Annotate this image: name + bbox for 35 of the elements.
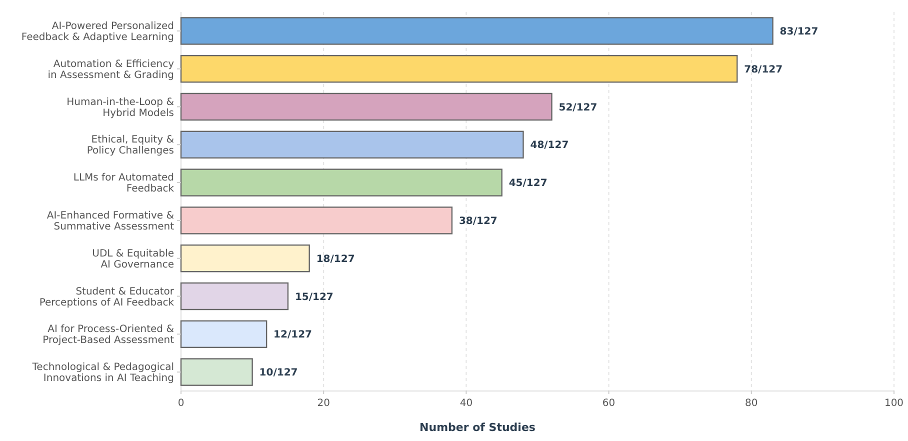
y-tick-label: Technological & Pedagogical Innovations in AI Teaching: [31, 362, 174, 384]
x-tick-label: 20: [317, 398, 330, 409]
data-label: 15/127: [294, 292, 334, 303]
data-label: 78/127: [744, 64, 783, 76]
bar: [180, 320, 268, 348]
y-tick-label: Student & Educator Perceptions of AI Feedback: [39, 286, 175, 308]
data-label: 10/127: [259, 368, 298, 379]
y-tick-label: AI-Enhanced Formative & Summative Assessment: [46, 210, 174, 232]
x-tick-label: 80: [745, 398, 758, 409]
bar: [180, 54, 738, 83]
x-tick-label: 100: [884, 398, 904, 409]
bar: [180, 244, 310, 272]
data-label: 48/127: [530, 140, 569, 152]
bar: [180, 130, 524, 159]
data-label: 12/127: [274, 330, 312, 341]
y-tick-label: Automation & Efficiency in Assessment & Grading: [48, 58, 174, 81]
data-label: 83/127: [780, 26, 818, 38]
y-tick-label: AI-Powered Personalized Feedback & Adaptive Learning: [21, 20, 174, 43]
bar: [180, 168, 502, 196]
bar: [180, 92, 552, 121]
x-tick-label: 60: [602, 398, 616, 409]
y-tick-label: Human-in-the-Loop & Hybrid Models: [66, 96, 174, 119]
y-tick-label: Ethical, Equity & Policy Challenges: [86, 134, 174, 157]
bar: [180, 206, 453, 234]
data-label: 52/127: [558, 102, 598, 114]
x-axis-title: Number of Studies: [420, 421, 536, 434]
x-tick-label: 0: [178, 398, 184, 409]
bar: [180, 17, 774, 45]
data-label: 38/127: [458, 216, 498, 227]
y-tick-label: LLMs for Automated Feedback: [73, 172, 174, 195]
data-label: 18/127: [316, 254, 355, 265]
data-label: 45/127: [508, 178, 548, 190]
y-tick-label: UDL & Equitable AI Governance: [92, 248, 174, 270]
y-tick-label: AI for Process-Oriented & Project-Based Assessment: [42, 324, 174, 346]
x-tick-label: 40: [460, 398, 473, 409]
